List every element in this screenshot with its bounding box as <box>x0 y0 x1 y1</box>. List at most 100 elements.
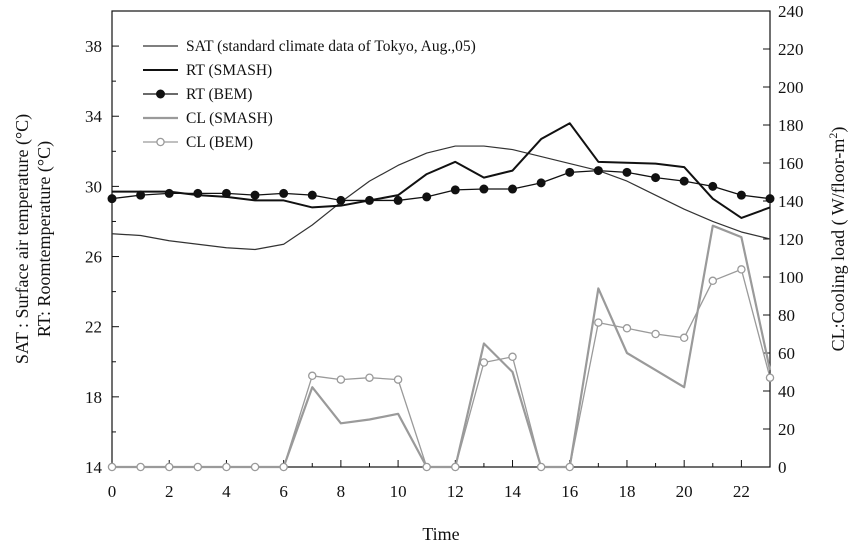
data-point-rt-bem <box>565 167 575 177</box>
data-point-cl-bem <box>479 358 489 367</box>
y-right-tick-label: 100 <box>778 268 804 287</box>
legend-label-cl-smash: CL (SMASH) <box>186 110 273 127</box>
y-right-tick-label: 120 <box>778 230 804 249</box>
data-point-rt-bem <box>393 195 403 205</box>
data-point-cl-bem <box>365 373 374 382</box>
data-point-rt-bem <box>593 166 603 176</box>
y-left-tick-label: 14 <box>85 458 103 477</box>
x-tick-label: 20 <box>676 482 693 501</box>
data-point-rt-bem <box>422 192 432 202</box>
x-tick-label: 14 <box>504 482 522 501</box>
data-point-rt-bem <box>479 184 489 194</box>
data-point-cl-bem <box>136 462 145 472</box>
y-left-tick-label: 34 <box>85 107 103 126</box>
data-point-cl-bem <box>164 462 174 472</box>
data-point-rt-bem <box>679 176 689 186</box>
legend-label-cl-bem: CL (BEM) <box>186 134 253 151</box>
data-point-cl-bem <box>451 462 460 472</box>
data-point-cl-bem <box>393 375 403 384</box>
legend-label-rt-smash: RT (SMASH) <box>186 62 272 79</box>
x-tick-label: 6 <box>279 482 288 501</box>
y-left-tick-label: 38 <box>85 37 102 56</box>
y-right-tick-label: 240 <box>778 2 804 21</box>
data-point-rt-bem <box>536 178 546 188</box>
data-point-rt-bem <box>622 167 632 177</box>
data-point-cl-bem <box>250 462 260 472</box>
data-point-rt-bem <box>336 195 346 205</box>
axis-ticks: 0 2 4 6 8 10 12 14 16 18 20 22 14 18 22 26 30 34 38 0 20 40 60… <box>85 2 804 501</box>
series-layer <box>107 122 775 472</box>
data-point-rt-bem <box>651 173 661 183</box>
data-point-rt-bem <box>736 190 746 200</box>
left-axis-title-line1: SAT : Surface air temperature (°C) <box>12 114 33 364</box>
left-axis-title-line2: RT: Roomtemperature (°C) <box>34 141 55 337</box>
data-point-cl-bem <box>336 375 346 384</box>
series-line-cl-bem <box>112 268 771 468</box>
x-tick-label: 2 <box>165 482 174 501</box>
y-right-tick-label: 140 <box>778 192 804 211</box>
plot-frame <box>111 10 771 468</box>
y-left-tick-label: 26 <box>85 248 102 267</box>
y-right-tick-label: 60 <box>778 344 795 363</box>
series-line-sat <box>111 145 771 251</box>
y-right-tick-label: 40 <box>778 382 795 401</box>
x-tick-label: 10 <box>390 482 407 501</box>
data-point-rt-bem <box>508 184 518 194</box>
x-tick-label: 8 <box>337 482 346 501</box>
data-point-cl-bem <box>708 276 718 286</box>
x-tick-label: 18 <box>618 482 635 501</box>
data-point-rt-bem <box>765 194 775 204</box>
x-tick-label: 0 <box>108 482 117 501</box>
data-point-cl-bem <box>737 265 746 274</box>
data-point-cl-bem <box>222 462 231 472</box>
y-right-tick-label: 200 <box>778 78 804 97</box>
y-right-tick-label: 80 <box>778 306 795 325</box>
x-tick-label: 22 <box>733 482 750 501</box>
data-point-rt-bem <box>364 195 374 205</box>
data-point-rt-bem <box>221 188 231 198</box>
right-axis-title: CL:Cooling load ( W/floor-m2) <box>826 127 849 352</box>
series-line-rt-bem <box>111 169 771 202</box>
data-point-rt-bem <box>250 190 260 200</box>
legend-label-sat: SAT (standard climate data of Tokyo, Aug… <box>186 38 476 55</box>
legend-marker-rt-bem <box>156 89 165 99</box>
data-point-cl-bem <box>279 462 288 472</box>
x-tick-label: 4 <box>222 482 231 501</box>
y-left-tick-label: 22 <box>85 318 102 337</box>
series-line-rt-smash <box>112 122 771 219</box>
data-point-cl-bem <box>536 462 546 472</box>
y-right-tick-label: 20 <box>778 420 795 439</box>
right-axis-title-main: CL:Cooling load ( W/floor-m <box>828 139 849 352</box>
data-point-cl-bem <box>107 462 117 472</box>
data-point-cl-bem <box>422 462 431 472</box>
data-point-rt-bem <box>193 188 203 198</box>
data-point-rt-bem <box>164 188 174 198</box>
y-right-tick-label: 160 <box>778 154 804 173</box>
right-axis-title-end: ) <box>828 127 849 133</box>
data-point-rt-bem <box>107 194 117 204</box>
right-axis-title-sup: 2 <box>826 133 840 139</box>
x-axis-title: Time <box>422 524 459 544</box>
y-right-tick-label: 0 <box>778 458 787 477</box>
data-point-cl-bem <box>308 371 317 381</box>
legend-label-rt-bem: RT (BEM) <box>186 86 252 103</box>
data-point-cl-bem <box>594 318 603 327</box>
data-point-cl-bem <box>508 352 517 362</box>
data-point-rt-bem <box>307 190 317 200</box>
data-point-cl-bem <box>193 462 203 472</box>
data-point-cl-bem <box>622 324 632 333</box>
x-tick-label: 12 <box>447 482 464 501</box>
data-point-rt-bem <box>708 181 718 191</box>
data-point-rt-bem <box>279 188 289 198</box>
data-point-cl-bem <box>565 462 574 472</box>
data-point-rt-bem <box>450 185 460 195</box>
data-point-cl-bem <box>765 373 775 382</box>
series-line-cl-smash <box>112 224 772 469</box>
x-tick-label: 16 <box>561 482 578 501</box>
y-left-tick-label: 18 <box>85 388 102 407</box>
y-right-tick-label: 220 <box>778 40 804 59</box>
legend: SAT (standard climate data of Tokyo, Aug… <box>143 38 476 151</box>
data-point-cl-bem <box>651 329 660 339</box>
data-point-rt-bem <box>136 190 146 200</box>
